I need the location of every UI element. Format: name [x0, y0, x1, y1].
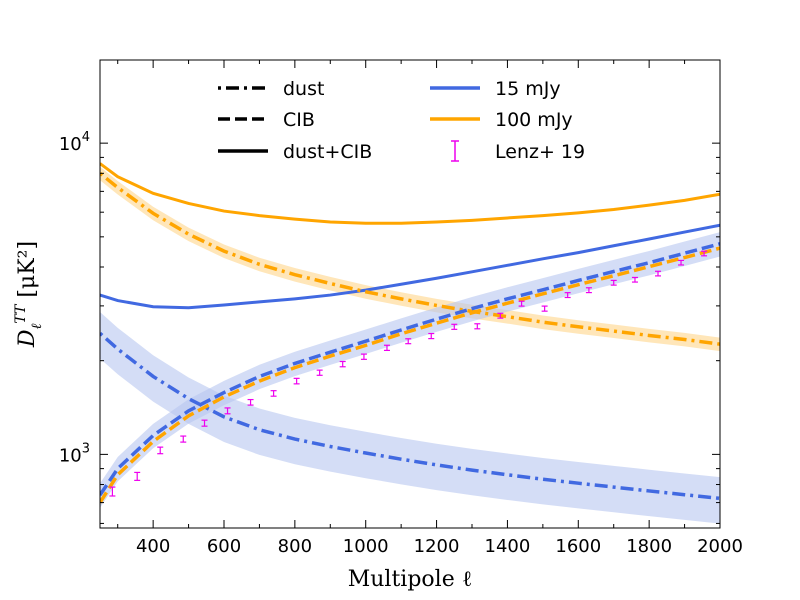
y-label-subscript: ℓ	[29, 323, 45, 329]
data-point-lenz	[451, 323, 458, 330]
y-axis-label: DℓTT [μK²]	[13, 241, 45, 348]
legend-item: CIB	[218, 109, 315, 131]
data-point-lenz	[383, 344, 390, 352]
data-point-lenz	[339, 360, 346, 368]
data-point-lenz	[270, 390, 277, 397]
legend-item: dust+CIB	[218, 141, 372, 163]
data-point-lenz	[428, 332, 435, 340]
data-point-lenz	[360, 353, 367, 360]
legend-item: dust	[218, 78, 324, 100]
plot-area	[100, 162, 720, 524]
data-point-lenz	[109, 486, 116, 497]
band-dust-100-mjy	[100, 166, 720, 352]
data-point-lenz	[655, 270, 661, 277]
y-tick-label: 103	[59, 441, 90, 466]
legend-label: dust	[283, 78, 324, 100]
x-tick-label: 1600	[555, 536, 601, 557]
x-tick-label: 1800	[626, 536, 672, 557]
x-tick-label: 1000	[343, 536, 389, 557]
data-point-lenz	[678, 259, 685, 266]
series-line-dust-15-mjy	[100, 331, 720, 501]
series-line-cib-15-mjy	[100, 242, 720, 497]
data-point-lenz	[134, 471, 141, 481]
legend-item: 15 mJy	[430, 78, 561, 100]
data-point-lenz	[157, 446, 164, 455]
series-line-dust-cib-15-mjy	[100, 223, 720, 310]
band-dust-15-mjy	[100, 312, 720, 524]
y-tick-label: 104	[59, 130, 90, 155]
legend-label: Lenz+ 19	[495, 141, 585, 163]
series-line-cib-100-mjy	[100, 246, 720, 504]
x-tick-label: 400	[136, 536, 170, 557]
legend-label: 100 mJy	[495, 109, 573, 131]
legend-item: 100 mJy	[430, 109, 573, 131]
x-tick-label: 1400	[485, 536, 531, 557]
x-axis-label: Multipole ℓ	[348, 567, 473, 592]
data-point-lenz	[474, 323, 481, 330]
x-tick-label: 2000	[697, 536, 743, 557]
legend-item: Lenz+ 19	[451, 140, 585, 163]
data-point-lenz	[541, 305, 548, 312]
data-point-lenz	[585, 287, 592, 294]
plot-frame	[99, 59, 721, 529]
data-point-lenz	[180, 435, 187, 443]
x-tick-label: 600	[207, 536, 241, 557]
x-tick-label: 1200	[414, 536, 460, 557]
data-point-lenz	[631, 276, 638, 283]
data-point-lenz	[610, 279, 617, 286]
data-point-lenz	[497, 312, 504, 319]
y-label-superscript: TT	[13, 303, 29, 324]
plot-series-group	[100, 162, 720, 524]
y-tick-exponent: 3	[82, 441, 90, 456]
data-point-lenz	[316, 369, 323, 376]
legend: dust CIB dust+CIB 15 mJy 100 mJy Lenz+ 19	[218, 78, 585, 163]
legend-label: CIB	[283, 109, 315, 131]
y-label-symbol: D	[15, 329, 40, 348]
data-point-lenz	[564, 292, 571, 299]
legend-label: 15 mJy	[495, 78, 561, 100]
y-label-units: [μK²]	[15, 241, 40, 305]
x-tick-label: 800	[278, 536, 312, 557]
series-line-dust-cib-100-mjy	[100, 162, 720, 225]
axes: 400 600 800 1000 1200 1400 1600 1800 2000103104M…	[13, 59, 743, 592]
legend-label: dust+CIB	[283, 141, 372, 163]
data-point-lenz	[405, 338, 412, 345]
data-point-lenz	[293, 377, 300, 385]
data-point-lenz	[201, 419, 208, 427]
y-tick-base: 10	[59, 445, 82, 466]
data-point-lenz	[224, 407, 231, 415]
data-point-lenz	[518, 300, 525, 307]
series-line-dust-100-mjy	[100, 171, 720, 346]
data-point-lenz	[247, 398, 254, 406]
data-point-lenz	[701, 250, 708, 257]
y-tick-exponent: 4	[82, 130, 90, 145]
y-tick-base: 10	[59, 134, 82, 155]
